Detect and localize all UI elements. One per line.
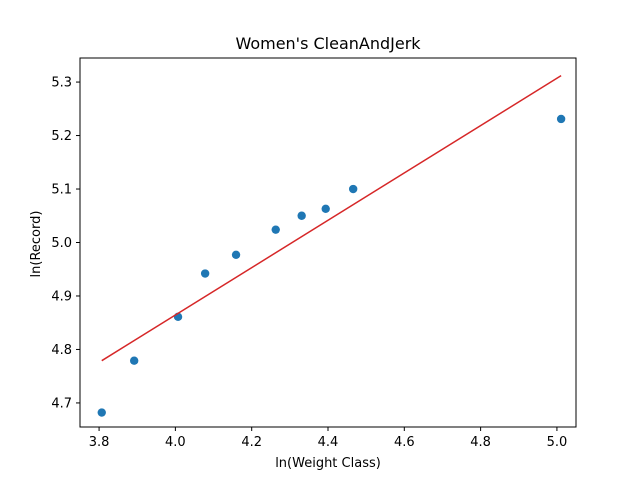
x-tick-label: 3.8 xyxy=(89,435,110,450)
scatter-point xyxy=(271,225,280,234)
scatter-point xyxy=(97,408,106,417)
scatter-point xyxy=(321,204,330,214)
axes: 3.8 4.0 4.2 4.4 4.6 4.8 5.0 4.7 4.8 4.9 5.0 5.1 5.2 5… xyxy=(51,57,577,450)
scatter-point xyxy=(348,184,358,194)
scatter-point xyxy=(200,269,210,278)
fit-line xyxy=(101,75,562,362)
y-tick-label: 5.3 xyxy=(51,76,72,91)
x-tick-label: 4.6 xyxy=(394,435,415,450)
scatter-point xyxy=(129,356,139,365)
x-tick-label: 4.2 xyxy=(241,435,262,450)
x-axis-label: ln(Weight Class) xyxy=(275,456,381,471)
scatter-point xyxy=(231,250,241,259)
plot-area xyxy=(97,75,566,417)
scatter-point xyxy=(297,211,306,220)
chart-title: Women's CleanAndJerk xyxy=(235,34,421,53)
y-tick-label: 4.7 xyxy=(51,396,72,411)
scatter-point xyxy=(556,114,566,124)
y-tick-label: 5.2 xyxy=(51,129,72,144)
x-tick-label: 5.0 xyxy=(547,435,568,450)
x-tick-label: 4.0 xyxy=(165,435,186,450)
x-tick-label: 4.8 xyxy=(470,435,491,450)
y-tick-label: 4.9 xyxy=(51,289,72,304)
x-tick-label: 4.4 xyxy=(318,435,339,450)
y-axis-label: ln(Record) xyxy=(29,211,44,278)
y-tick-label: 4.8 xyxy=(51,343,72,358)
y-tick-label: 5.1 xyxy=(51,183,72,198)
y-tick-label: 5.0 xyxy=(51,236,72,251)
